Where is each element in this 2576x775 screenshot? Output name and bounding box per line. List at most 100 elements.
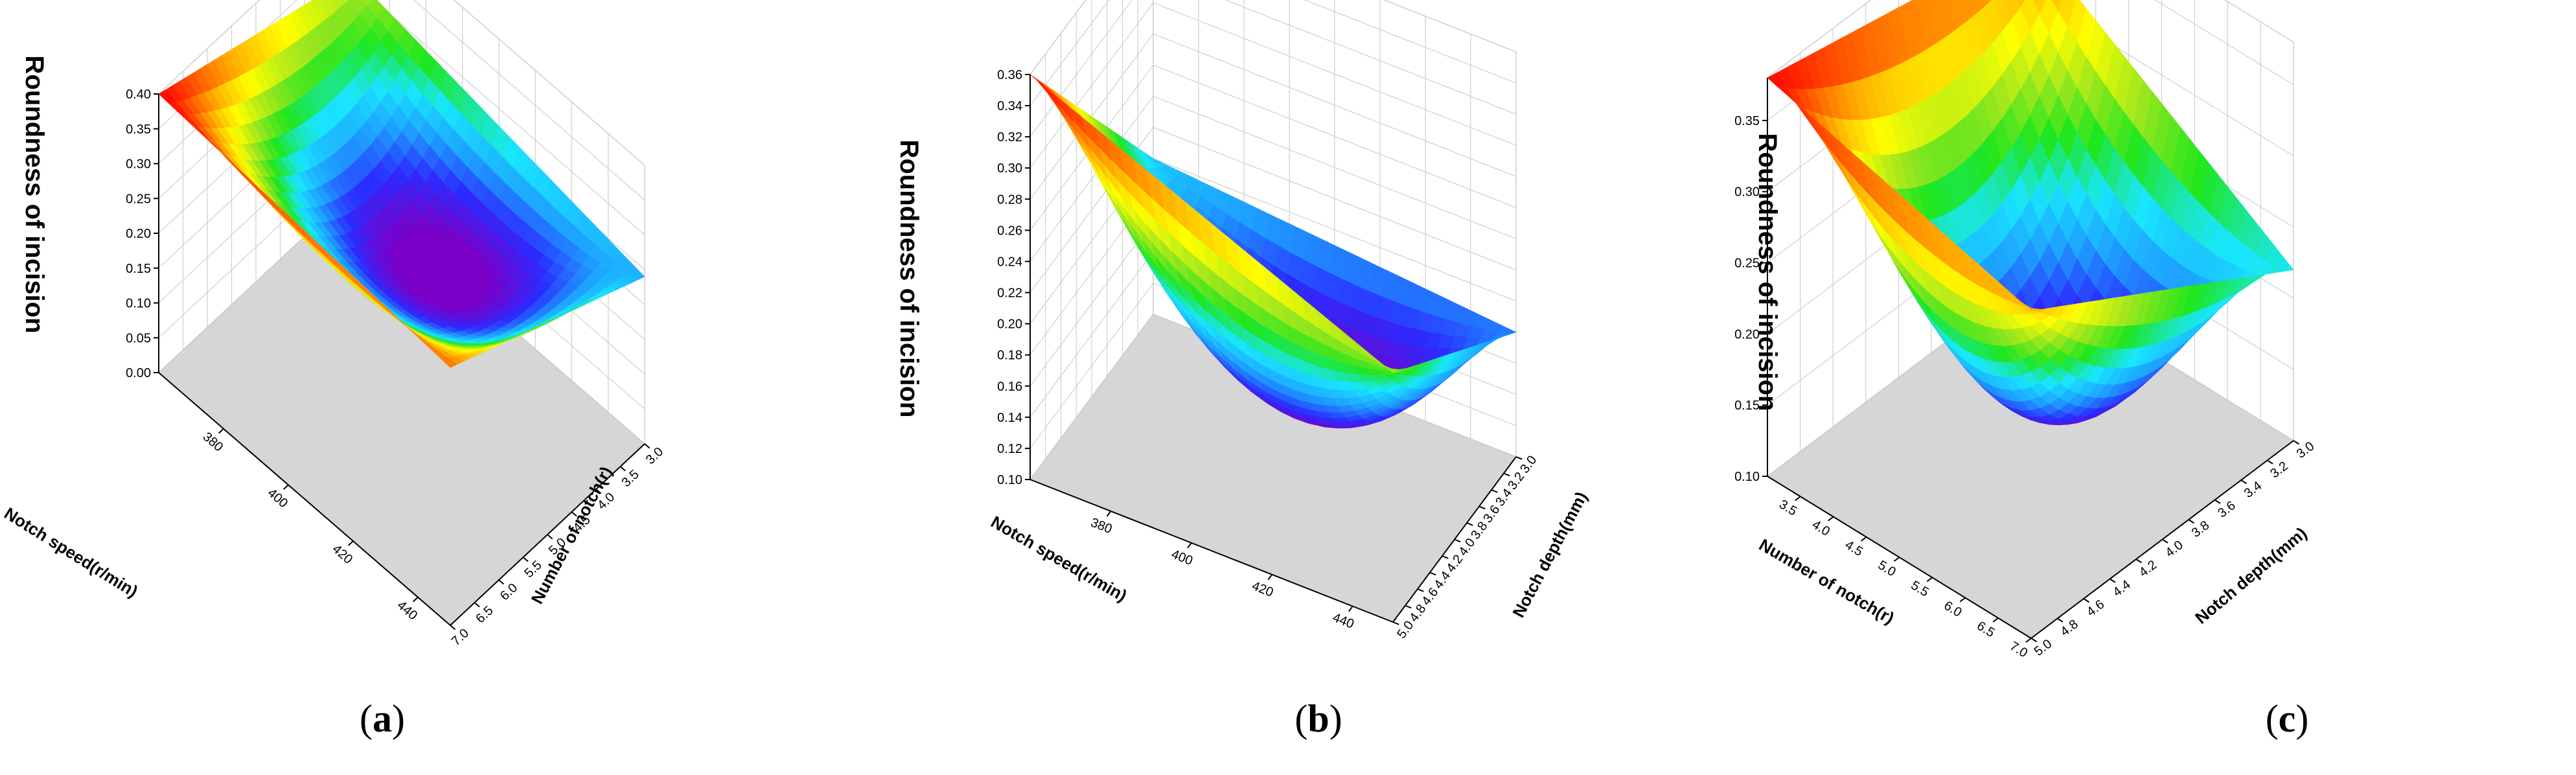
x-tick-mark (283, 484, 289, 490)
y-tick-mark (2056, 618, 2064, 623)
z-axis-title: Roundness of incision (20, 56, 49, 334)
z-gridline (1029, 95, 1517, 262)
x-tick-mark (2025, 638, 2032, 643)
z-tick-label: 0.10 (997, 473, 1022, 487)
x-tick-label: 440 (395, 598, 420, 623)
x-tick-mark (1959, 597, 1966, 603)
y-tick-mark (522, 557, 529, 562)
z-tick-label: 0.26 (997, 224, 1022, 238)
z-tick-label: 0.35 (1734, 114, 1760, 128)
z-tick-label: 0.20 (126, 227, 151, 241)
z-gridline (1029, 126, 1517, 293)
y-tick-label: 6.5 (473, 603, 496, 626)
z-tick-label: 0.32 (997, 130, 1022, 145)
x-axis-title: Notch speed(r/min) (1, 503, 141, 601)
z-axis-title: Roundness of incision (895, 140, 923, 418)
z-axis-title: Roundness of incision (1753, 133, 1782, 411)
x-tick-mark (1187, 542, 1192, 549)
y-tick-mark (1503, 472, 1510, 477)
z-tick-label: 0.30 (126, 157, 151, 172)
x-tick-mark (1992, 617, 1999, 623)
x-tick-label: 380 (200, 430, 226, 454)
x-tick-label: 420 (1250, 579, 1275, 600)
x-tick-mark (218, 428, 224, 434)
x-tick-mark (1893, 557, 1900, 562)
y-tick-mark (2293, 440, 2300, 445)
x-tick-mark (1106, 511, 1112, 517)
z-tick-label: 0.20 (997, 318, 1022, 332)
y-tick-mark (595, 489, 602, 494)
caption-c: (c) (2265, 697, 2309, 740)
y-tick-mark (1515, 456, 1523, 460)
z-tick-label: 0.24 (997, 255, 1022, 269)
surface-mesh (1029, 74, 1517, 429)
x-axis-title: Number of notch(r) (1756, 535, 1898, 628)
panel-a: 0.00 0.05 0.10 0.15 0.20 0.25 0.30 0.35 0.40 380 4… (0, 0, 858, 775)
z-tick-label: 0.16 (997, 380, 1022, 394)
surface-cell (339, 0, 349, 6)
z-tick-label: 0.15 (1734, 399, 1760, 413)
surface-cell (2018, 0, 2026, 8)
y-tick-label: 7.0 (449, 626, 472, 649)
x-tick-mark (1861, 536, 1867, 542)
y-axis-title: Notch depth(mm) (1508, 489, 1591, 621)
y-tick-mark (450, 625, 456, 630)
x-tick-label: 380 (1088, 515, 1114, 537)
surface-plot-c: 0.100.150.200.250.300.353.54.04.55.05.56… (1734, 0, 2317, 660)
y-tick-mark (1429, 572, 1436, 576)
z-tick-label: 0.12 (997, 442, 1022, 456)
x-tick-label: 440 (1331, 610, 1356, 632)
z-tick-label: 0.10 (126, 297, 151, 311)
y-tick-mark (2030, 638, 2038, 643)
y-tick-mark (2109, 578, 2116, 583)
y-tick-mark (1491, 489, 1498, 493)
y-tick-mark (474, 602, 480, 608)
y-tick-mark (2240, 480, 2248, 485)
y-tick-mark (2135, 559, 2143, 564)
y-tick-mark (1442, 555, 1449, 559)
caption-a: (a) (360, 697, 405, 740)
surface-mesh (1767, 0, 2294, 426)
y-tick-mark (1392, 621, 1399, 625)
z-gridline (1029, 0, 1517, 106)
x-axis-line (158, 372, 451, 626)
x-tick-mark (1267, 574, 1273, 581)
surface-plot-a: 0.00 0.05 0.10 0.15 0.20 0.25 0.30 0.35 0.40 380 4… (1, 0, 666, 649)
y-tick-mark (1478, 505, 1486, 510)
z-tick-label: 0.30 (997, 161, 1022, 176)
surface-cell (2021, 302, 2041, 312)
z-gridline (1029, 0, 1517, 137)
y-tick-mark (2266, 459, 2273, 465)
surface-mesh (158, 0, 645, 368)
x-tick-mark (1828, 516, 1834, 522)
x-axis-line (1029, 479, 1394, 623)
panel-b: 0.10 0.12 0.14 0.16 0.18 0.20 0.22 0.24 0.26 0.28… (858, 0, 1717, 775)
surface-cell (439, 357, 458, 368)
y-tick-mark (2083, 598, 2090, 603)
x-tick-mark (1795, 496, 1801, 502)
y-tick-label: 3.0 (1517, 453, 1539, 476)
z-tick-label: 0.15 (126, 262, 151, 276)
z-gridline (158, 0, 645, 166)
z-tick-label: 0.10 (1734, 470, 1760, 484)
z-tick-label: 0.00 (126, 366, 151, 380)
y-tick-mark (2188, 519, 2195, 524)
surface-cell (1981, 0, 1993, 8)
x-tick-label: 420 (330, 542, 356, 566)
z-tick-label: 0.36 (997, 68, 1022, 82)
z-tick-label: 0.30 (1734, 185, 1760, 200)
z-tick-label: 0.20 (1734, 327, 1760, 341)
y-tick-mark (571, 511, 577, 517)
z-tick-label: 0.40 (126, 87, 151, 102)
surface-plot-b: 0.10 0.12 0.14 0.16 0.18 0.20 0.22 0.24 0.26 0.28… (895, 0, 1591, 642)
x-tick-mark (413, 596, 419, 603)
y-tick-mark (1405, 605, 1412, 609)
y-tick-mark (1454, 538, 1461, 543)
z-tick-label: 0.25 (126, 192, 151, 206)
x-tick-mark (348, 540, 354, 546)
caption-b: (b) (1294, 697, 1342, 740)
x-tick-label: 400 (1169, 547, 1195, 568)
z-tick-label: 0.34 (997, 99, 1022, 113)
x-tick-mark (1926, 577, 1933, 583)
y-tick-mark (2161, 538, 2168, 544)
